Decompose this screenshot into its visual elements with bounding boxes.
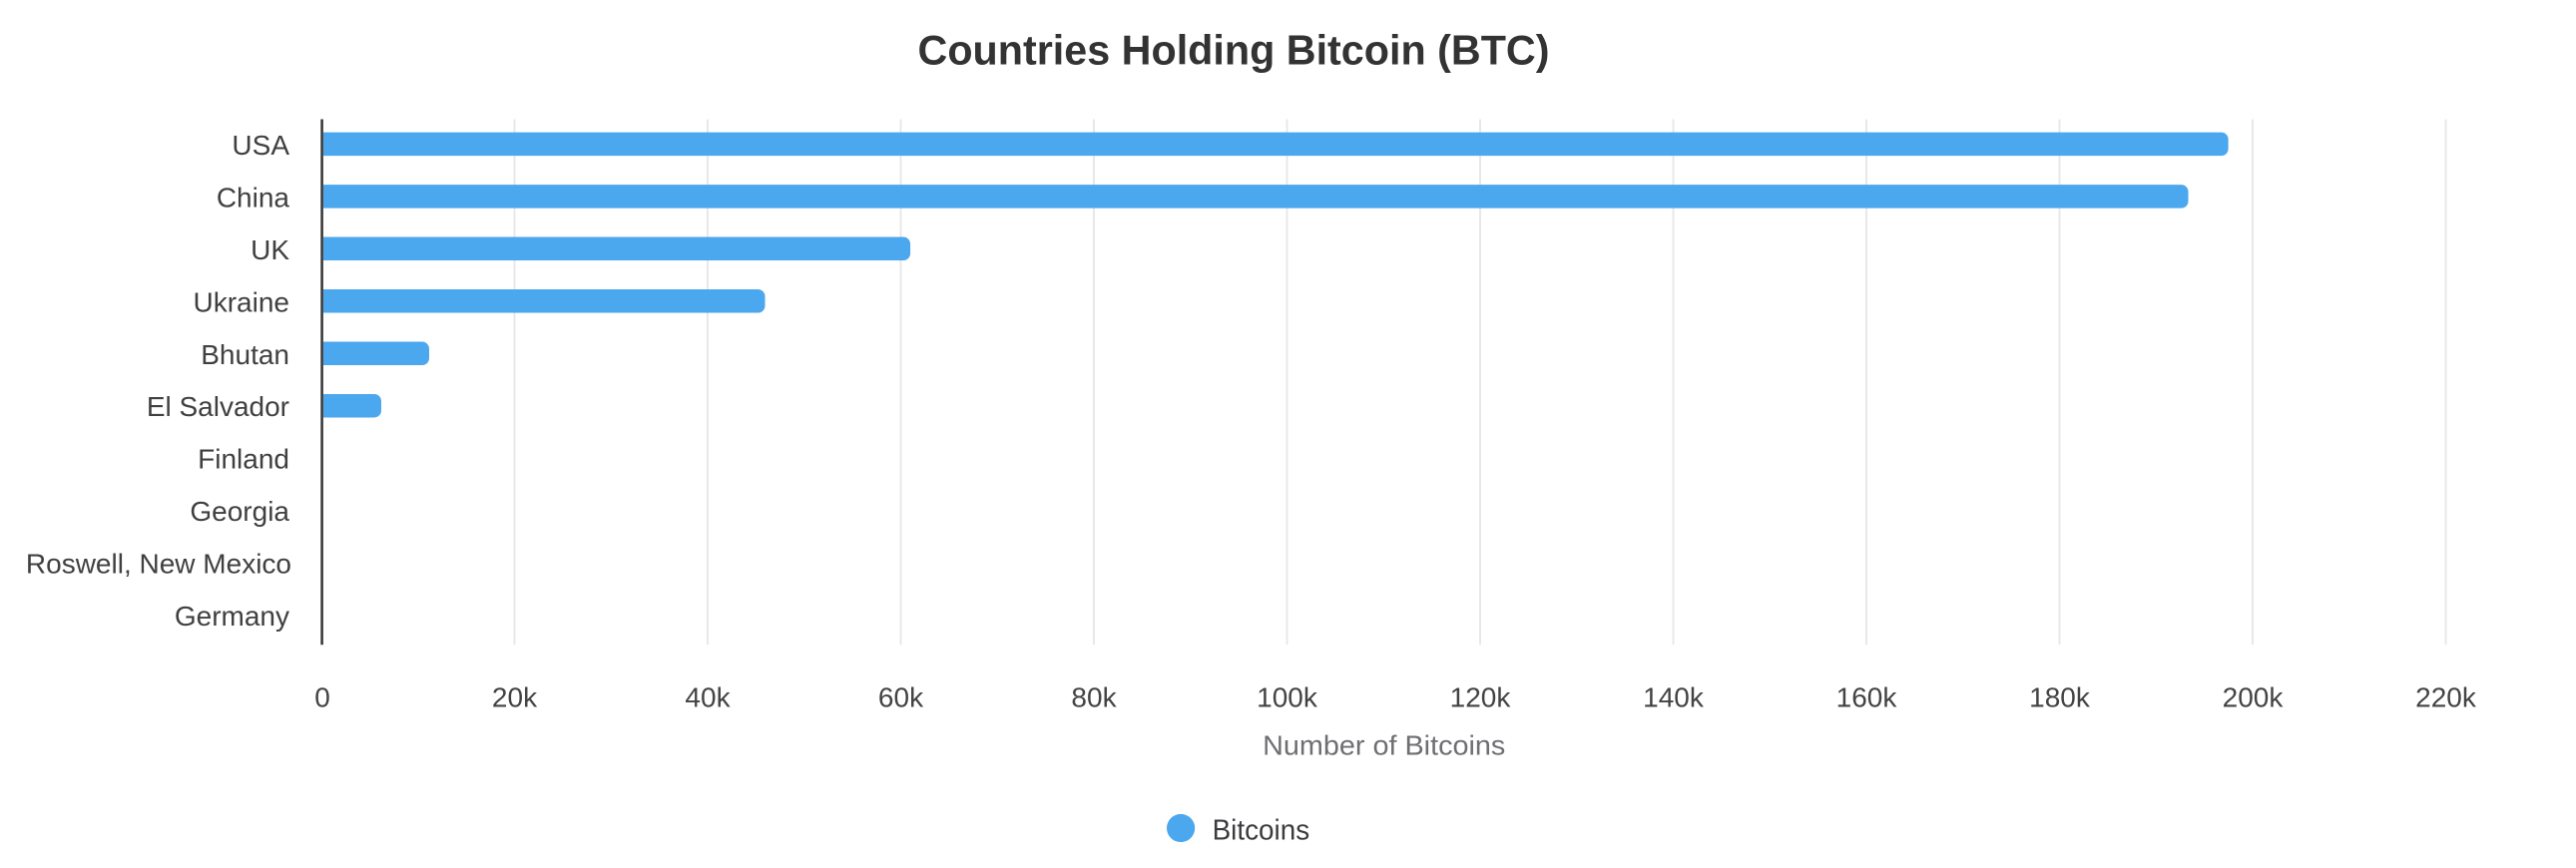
svg-text:120k: 120k <box>1450 681 1512 712</box>
svg-text:0: 0 <box>314 681 330 712</box>
svg-text:60k: 60k <box>878 681 924 712</box>
svg-text:140k: 140k <box>1643 681 1705 712</box>
svg-text:160k: 160k <box>1836 681 1898 712</box>
svg-text:El Salvador: El Salvador <box>147 391 289 422</box>
svg-text:220k: 220k <box>2415 681 2477 712</box>
svg-text:Number of Bitcoins: Number of Bitcoins <box>1263 729 1505 760</box>
svg-text:Germany: Germany <box>175 601 289 632</box>
svg-text:Ukraine: Ukraine <box>194 286 289 317</box>
svg-text:UK: UK <box>251 234 289 265</box>
svg-text:Bhutan: Bhutan <box>201 339 289 370</box>
svg-text:80k: 80k <box>1071 681 1117 712</box>
svg-text:20k: 20k <box>492 681 538 712</box>
svg-text:Bitcoins: Bitcoins <box>1213 815 1310 847</box>
svg-text:USA: USA <box>232 130 289 161</box>
svg-text:180k: 180k <box>2029 681 2091 712</box>
svg-text:100k: 100k <box>1257 681 1318 712</box>
svg-text:Georgia: Georgia <box>190 496 289 527</box>
svg-text:200k: 200k <box>2223 681 2285 712</box>
svg-text:40k: 40k <box>685 681 731 712</box>
svg-text:Countries Holding Bitcoin (BTC: Countries Holding Bitcoin (BTC) <box>918 26 1550 73</box>
svg-text:China: China <box>217 182 290 213</box>
svg-text:Finland: Finland <box>198 444 289 475</box>
svg-text:Roswell, New Mexico: Roswell, New Mexico <box>26 549 291 580</box>
